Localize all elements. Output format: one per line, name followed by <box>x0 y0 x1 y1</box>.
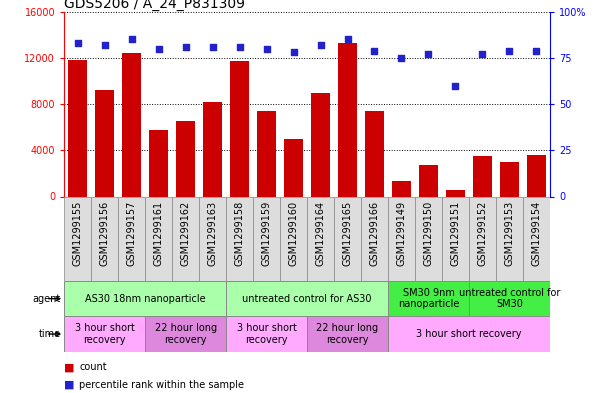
Text: percentile rank within the sample: percentile rank within the sample <box>79 380 244 390</box>
Text: GSM1299153: GSM1299153 <box>505 201 514 266</box>
Point <box>154 46 164 52</box>
Bar <box>469 196 496 281</box>
Bar <box>176 121 195 196</box>
Point <box>397 55 406 61</box>
Bar <box>64 316 145 352</box>
Bar <box>415 196 442 281</box>
Bar <box>226 281 388 316</box>
Text: 22 hour long
recovery: 22 hour long recovery <box>316 323 379 345</box>
Bar <box>226 196 253 281</box>
Point <box>208 44 218 50</box>
Point <box>126 37 136 43</box>
Text: GSM1299149: GSM1299149 <box>397 201 406 266</box>
Bar <box>257 111 276 196</box>
Text: count: count <box>79 362 107 373</box>
Bar <box>307 196 334 281</box>
Point <box>316 42 326 48</box>
Text: GSM1299163: GSM1299163 <box>208 201 218 266</box>
Bar <box>253 196 280 281</box>
Bar <box>226 316 307 352</box>
Point <box>478 51 488 57</box>
Bar <box>392 182 411 196</box>
Text: GSM1299156: GSM1299156 <box>100 201 109 266</box>
Text: GDS5206 / A_24_P831309: GDS5206 / A_24_P831309 <box>64 0 245 11</box>
Bar <box>388 281 469 316</box>
Point <box>235 44 244 50</box>
Text: untreated control for AS30: untreated control for AS30 <box>243 294 371 304</box>
Point <box>181 44 191 50</box>
Text: GSM1299158: GSM1299158 <box>235 201 244 266</box>
Text: 22 hour long
recovery: 22 hour long recovery <box>155 323 217 345</box>
Text: time: time <box>39 329 61 339</box>
Text: 3 hour short
recovery: 3 hour short recovery <box>75 323 134 345</box>
Text: GSM1299152: GSM1299152 <box>477 201 488 266</box>
Point <box>370 48 379 54</box>
Bar <box>469 281 550 316</box>
Bar <box>442 196 469 281</box>
Bar <box>361 196 388 281</box>
Bar <box>64 196 91 281</box>
Bar <box>500 162 519 196</box>
Text: GSM1299165: GSM1299165 <box>343 201 353 266</box>
Bar <box>145 196 172 281</box>
Text: GSM1299154: GSM1299154 <box>532 201 541 266</box>
Bar <box>419 165 438 196</box>
Text: GSM1299160: GSM1299160 <box>288 201 299 266</box>
Text: untreated control for
SM30: untreated control for SM30 <box>459 288 560 309</box>
Point <box>532 48 541 54</box>
Bar <box>446 189 465 196</box>
Bar <box>203 102 222 196</box>
Bar <box>149 130 168 196</box>
Text: GSM1299161: GSM1299161 <box>153 201 164 266</box>
Text: 3 hour short recovery: 3 hour short recovery <box>416 329 522 339</box>
Point <box>505 48 514 54</box>
Bar <box>199 196 226 281</box>
Text: GSM1299159: GSM1299159 <box>262 201 271 266</box>
Point <box>73 40 82 46</box>
Bar <box>334 196 361 281</box>
Bar <box>388 316 550 352</box>
Text: GSM1299164: GSM1299164 <box>315 201 326 266</box>
Bar <box>365 111 384 196</box>
Point <box>100 42 109 48</box>
Text: GSM1299162: GSM1299162 <box>181 201 191 266</box>
Bar <box>145 316 226 352</box>
Bar <box>280 196 307 281</box>
Bar <box>307 316 388 352</box>
Bar <box>122 53 141 196</box>
Bar <box>95 90 114 196</box>
Bar <box>523 196 550 281</box>
Bar <box>527 155 546 196</box>
Point <box>288 49 298 55</box>
Text: GSM1299166: GSM1299166 <box>370 201 379 266</box>
Text: GSM1299155: GSM1299155 <box>73 201 82 266</box>
Bar <box>311 93 330 196</box>
Bar <box>388 196 415 281</box>
Text: 3 hour short
recovery: 3 hour short recovery <box>236 323 296 345</box>
Bar <box>172 196 199 281</box>
Text: AS30 18nm nanoparticle: AS30 18nm nanoparticle <box>85 294 205 304</box>
Text: GSM1299150: GSM1299150 <box>423 201 433 266</box>
Text: ■: ■ <box>64 362 75 373</box>
Point <box>423 51 433 57</box>
Bar <box>284 139 303 196</box>
Point <box>343 37 353 43</box>
Text: GSM1299151: GSM1299151 <box>450 201 461 266</box>
Point <box>262 46 271 52</box>
Point <box>450 83 460 89</box>
Bar <box>338 43 357 196</box>
Text: agent: agent <box>33 294 61 304</box>
Bar <box>68 60 87 196</box>
Text: ■: ■ <box>64 380 75 390</box>
Bar <box>91 196 118 281</box>
Bar <box>496 196 523 281</box>
Bar <box>118 196 145 281</box>
Text: SM30 9nm
nanoparticle: SM30 9nm nanoparticle <box>398 288 459 309</box>
Bar <box>473 156 492 196</box>
Bar <box>64 281 226 316</box>
Text: GSM1299157: GSM1299157 <box>126 201 137 266</box>
Bar <box>230 61 249 196</box>
